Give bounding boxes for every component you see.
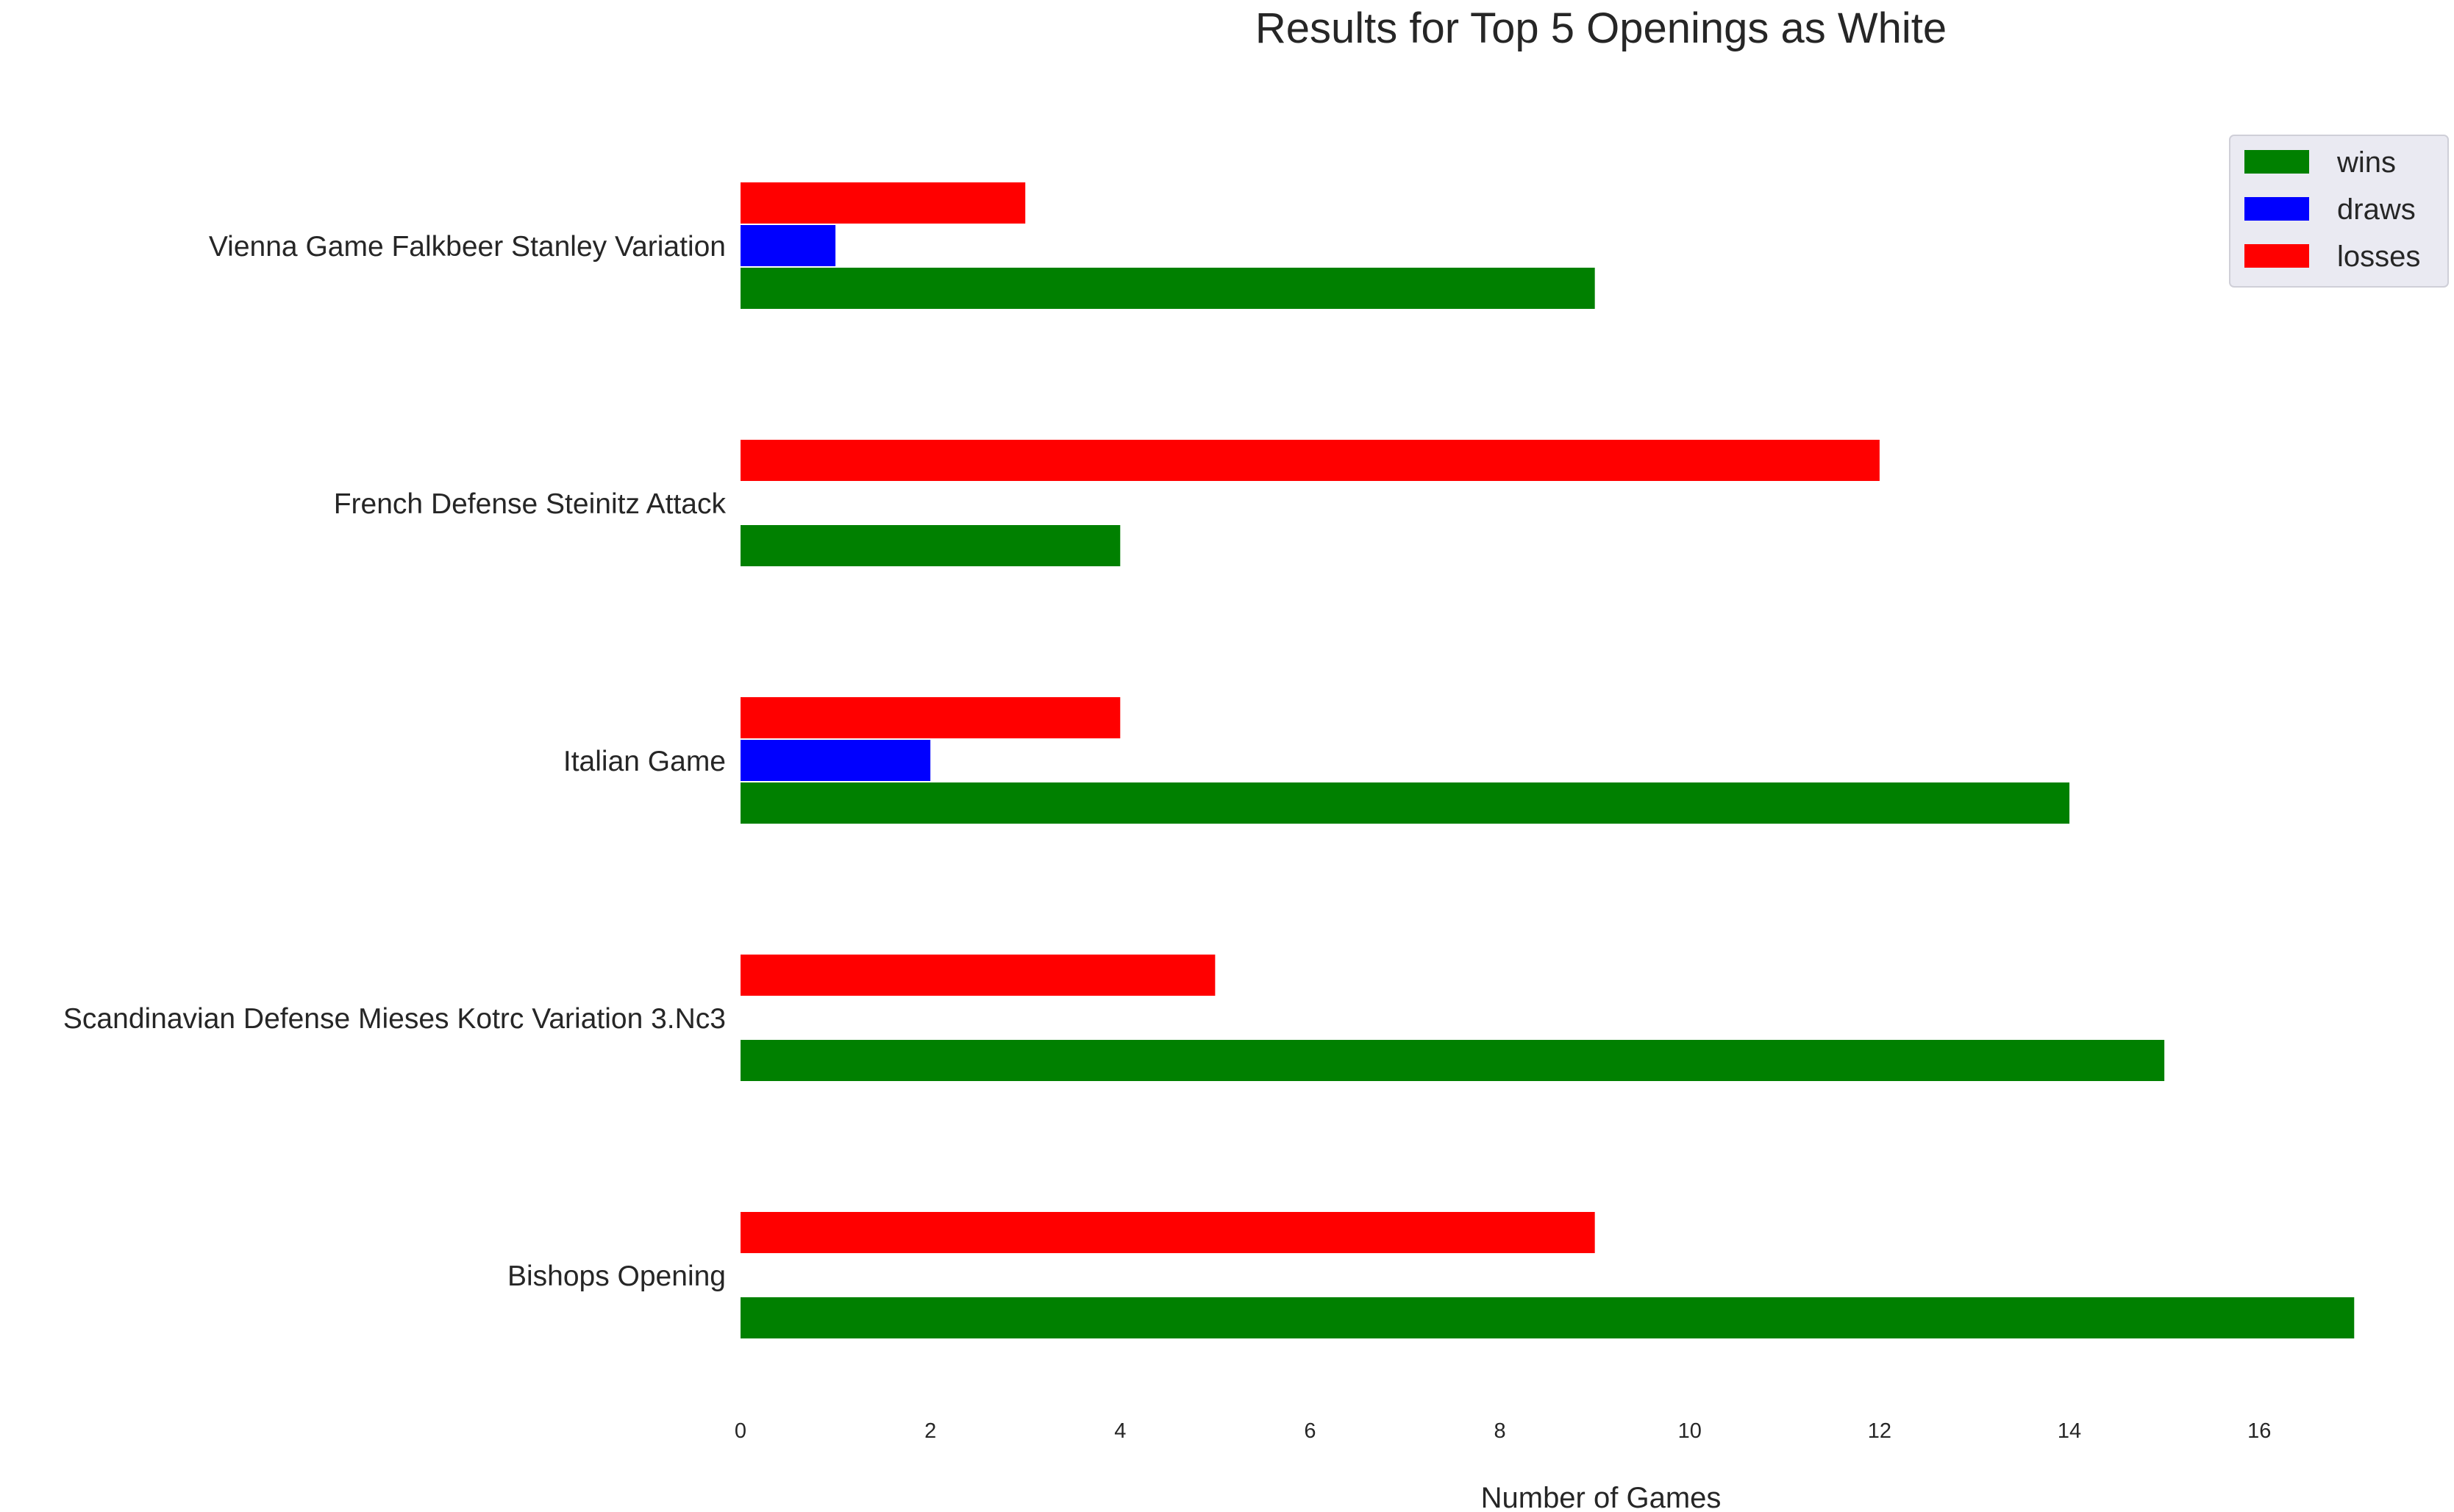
x-tick-label: 14	[2058, 1419, 2081, 1443]
bar-losses	[741, 182, 1026, 224]
x-tick-label: 10	[1678, 1419, 1702, 1443]
chart-title: Results for Top 5 Openings as White	[1255, 4, 1947, 52]
bar-wins	[741, 1297, 2355, 1338]
category-label: Italian Game	[563, 746, 726, 777]
category-label: Vienna Game Falkbeer Stanley Variation	[209, 231, 726, 263]
bar-losses	[741, 440, 1880, 481]
category-label: Scandinavian Defense Mieses Kotrc Variat…	[63, 1003, 726, 1035]
legend-swatch-draws	[2244, 197, 2309, 221]
bar-wins	[741, 1040, 2165, 1081]
category-label: Bishops Opening	[507, 1260, 726, 1292]
bar-wins	[741, 268, 1595, 309]
x-axis-label: Number of Games	[1481, 1482, 1722, 1512]
x-tick-label: 8	[1494, 1419, 1506, 1443]
legend-label-draws: draws	[2337, 193, 2416, 226]
bar-wins	[741, 782, 2070, 824]
bar-draws	[741, 225, 836, 266]
legend-label-wins: wins	[2336, 146, 2396, 179]
legend-swatch-wins	[2244, 150, 2309, 174]
category-labels: Vienna Game Falkbeer Stanley Variation Fr…	[63, 231, 727, 1292]
bar-losses	[741, 955, 1216, 996]
legend-label-losses: losses	[2337, 240, 2420, 273]
legend-swatch-losses	[2244, 244, 2309, 268]
bars-group	[741, 182, 2355, 1338]
bar-draws	[741, 740, 931, 781]
x-tick-label: 0	[735, 1419, 746, 1443]
x-axis-ticks: 0 2 4 6 8 10 12 14 16	[735, 1419, 2271, 1443]
legend: wins draws losses	[2229, 135, 2449, 288]
bar-wins	[741, 525, 1121, 566]
x-tick-label: 4	[1114, 1419, 1126, 1443]
x-tick-label: 12	[1868, 1419, 1891, 1443]
bar-losses	[741, 1212, 1595, 1253]
x-tick-label: 6	[1304, 1419, 1316, 1443]
bar-losses	[741, 697, 1121, 738]
x-tick-label: 16	[2247, 1419, 2271, 1443]
category-label: French Defense Steinitz Attack	[334, 488, 727, 520]
x-tick-label: 2	[924, 1419, 936, 1443]
